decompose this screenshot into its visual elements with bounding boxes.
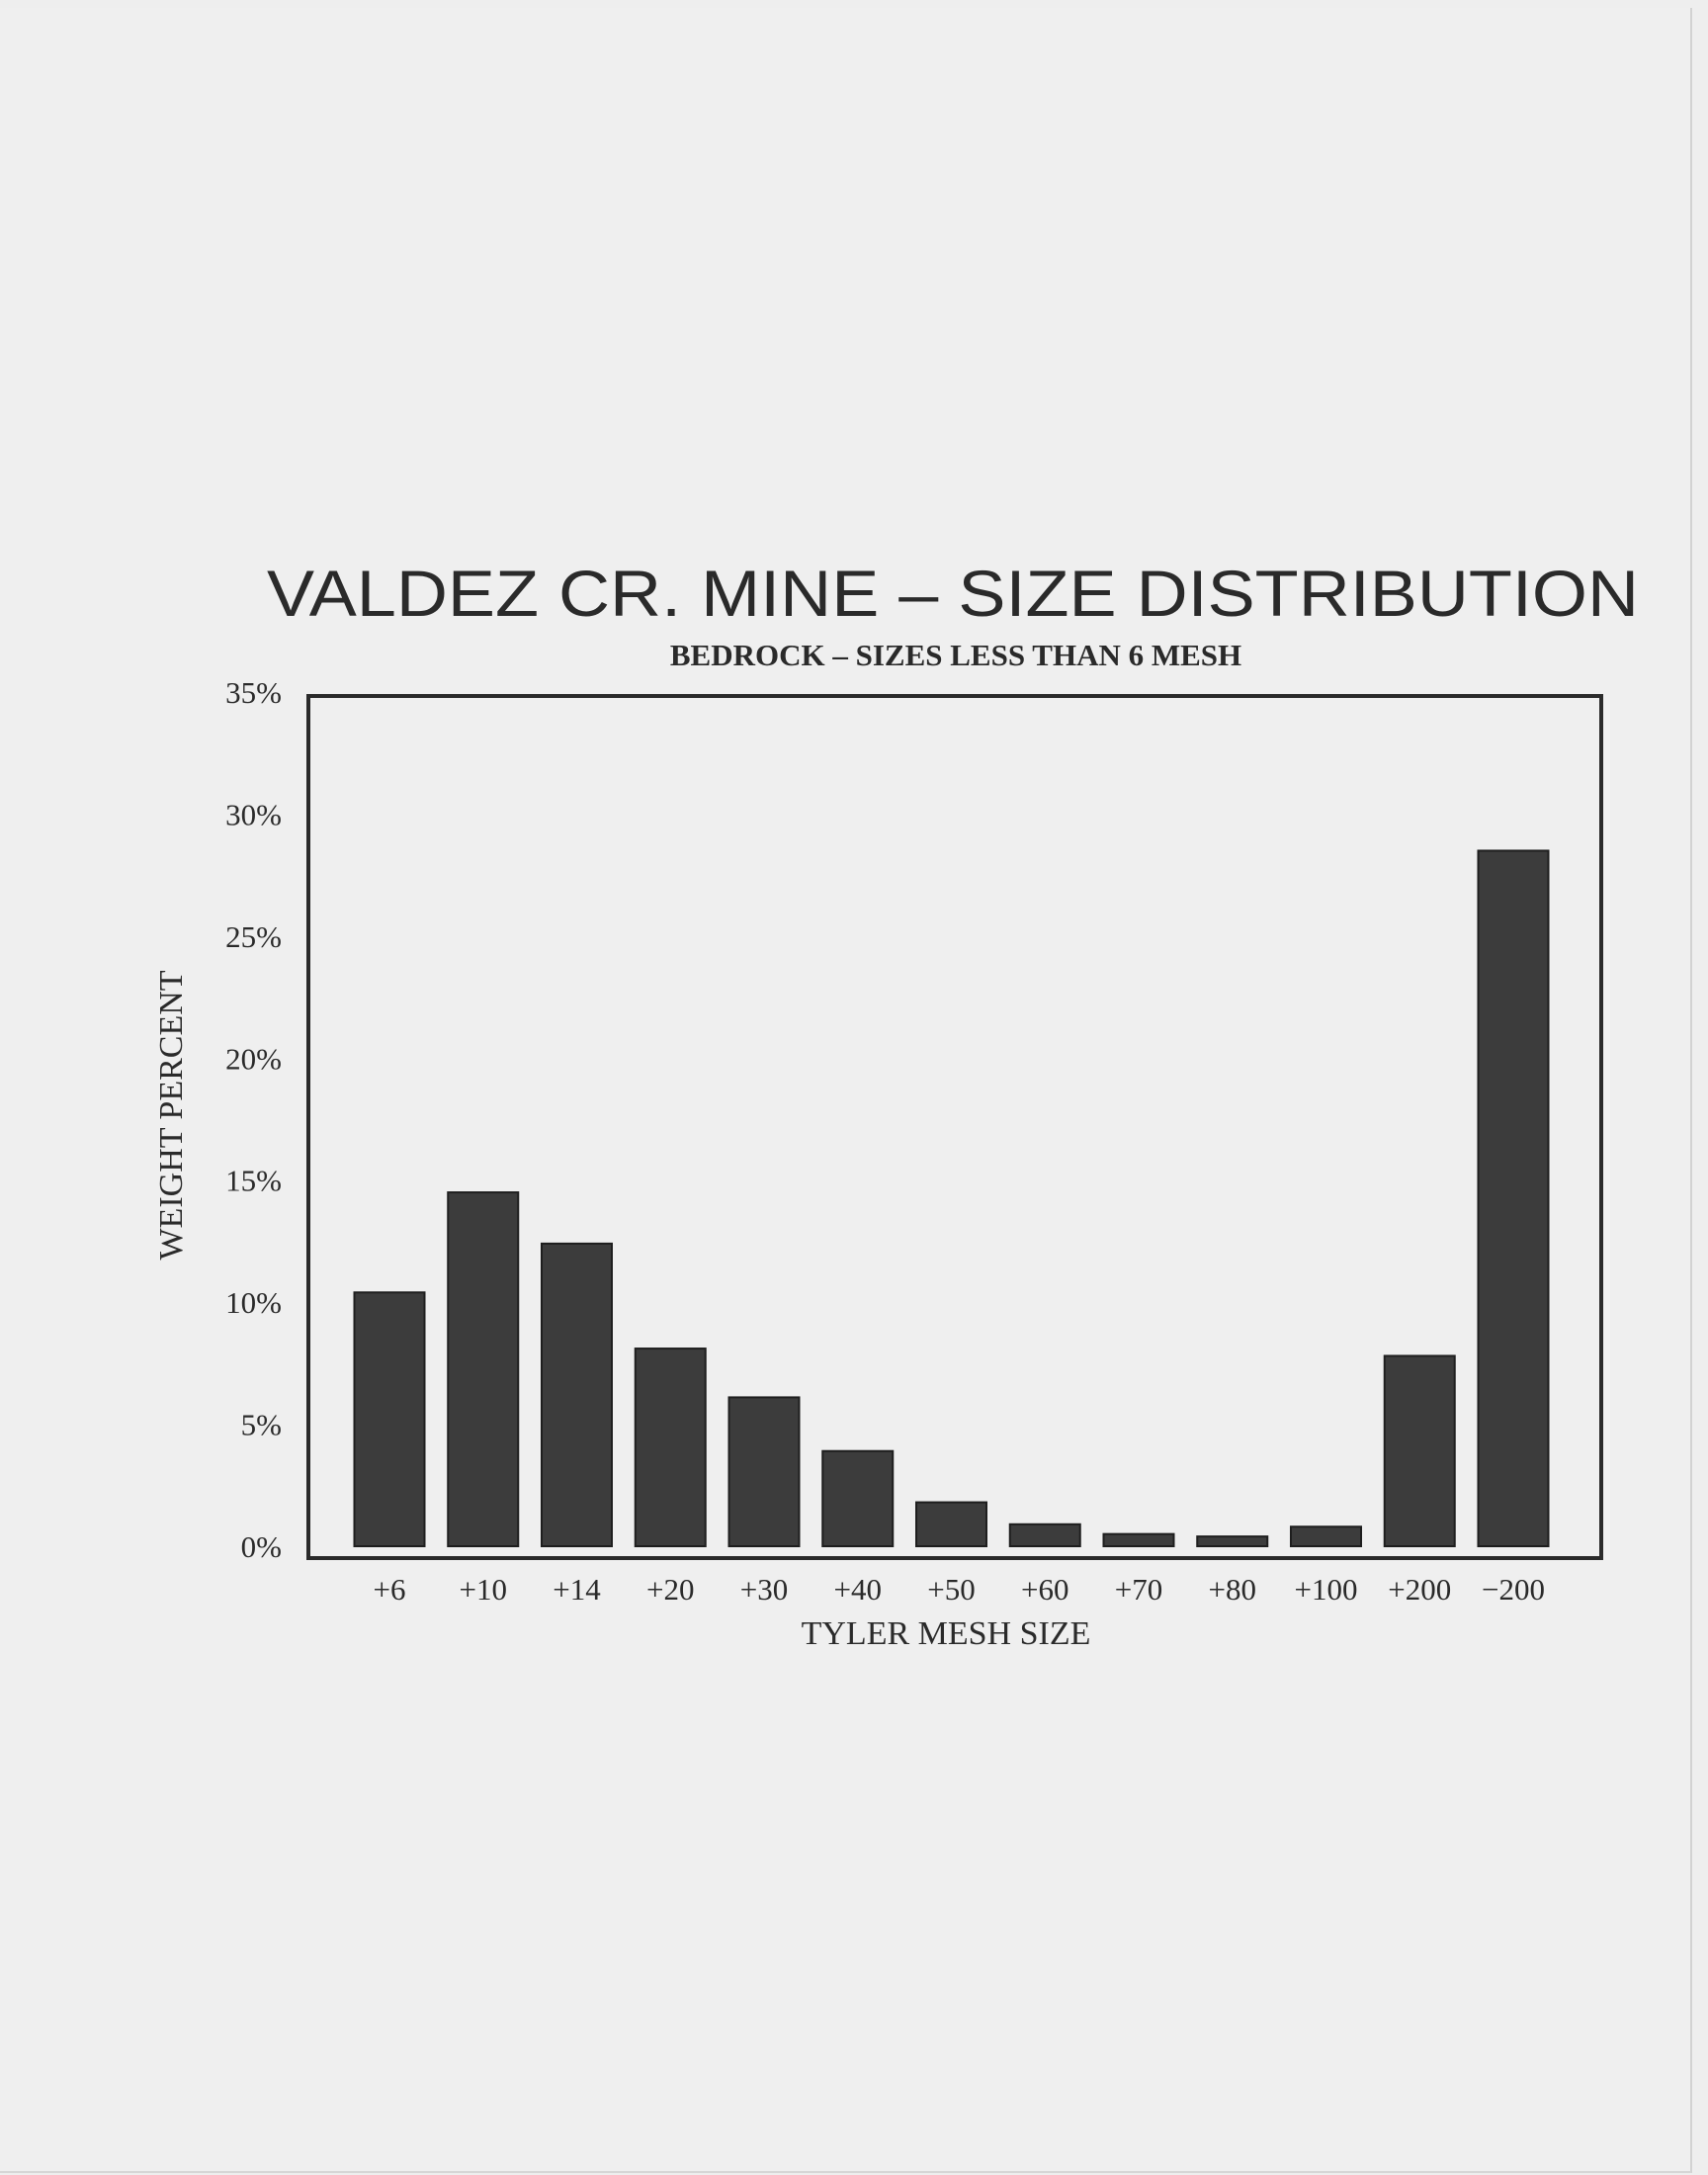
bar bbox=[1008, 1522, 1081, 1547]
x-tick-label: +30 bbox=[740, 1572, 788, 1607]
x-tick-label: +14 bbox=[553, 1572, 601, 1607]
x-tick-label: +10 bbox=[460, 1572, 507, 1607]
bar bbox=[915, 1501, 987, 1547]
x-tick-label: +100 bbox=[1295, 1572, 1358, 1607]
bars bbox=[353, 849, 1550, 1548]
bar bbox=[1196, 1535, 1269, 1548]
x-tick-label: +60 bbox=[1021, 1572, 1068, 1607]
y-tick-label: 25% bbox=[225, 919, 282, 954]
y-axis-label: WEIGHT PERCENT bbox=[153, 970, 190, 1260]
y-tick-label: 30% bbox=[225, 797, 282, 831]
bar bbox=[447, 1191, 520, 1547]
y-tick-label: 10% bbox=[225, 1285, 282, 1320]
plot-frame bbox=[306, 694, 1603, 1560]
bar bbox=[353, 1291, 426, 1547]
y-tick-label: 0% bbox=[241, 1529, 282, 1564]
y-tick-label: 20% bbox=[225, 1041, 282, 1076]
y-tick-label: 5% bbox=[241, 1408, 282, 1442]
y-tick-label: 35% bbox=[225, 675, 282, 710]
y-tick-label: 15% bbox=[225, 1164, 282, 1198]
bar bbox=[1290, 1525, 1362, 1548]
bar bbox=[634, 1348, 707, 1547]
bar bbox=[541, 1242, 613, 1547]
x-tick-label: +6 bbox=[374, 1572, 406, 1607]
paper-sheet bbox=[0, 8, 1692, 2173]
x-tick-label: +200 bbox=[1388, 1572, 1451, 1607]
x-axis-ticks: +6 +10 +14 +20 +30 +40 +50 +60 +70 +80 +100 +200 −20… bbox=[374, 1572, 1545, 1607]
x-tick-label: −200 bbox=[1482, 1572, 1545, 1607]
chart-subtitle: BEDROCK – SIZES LESS THAN 6 MESH bbox=[670, 638, 1241, 672]
x-axis-label: TYLER MESH SIZE bbox=[802, 1615, 1091, 1652]
bar bbox=[821, 1449, 895, 1547]
bar bbox=[727, 1396, 801, 1547]
x-tick-label: +70 bbox=[1115, 1572, 1162, 1607]
y-axis-ticks: 0% 5% 10% 15% 20% 25% 30% 35% bbox=[225, 675, 282, 1564]
chart-title: VALDEZ CR. MINE – SIZE DISTRIBUTION bbox=[267, 557, 1639, 630]
x-tick-label: +50 bbox=[927, 1572, 975, 1607]
bar bbox=[1477, 849, 1550, 1547]
bar bbox=[1383, 1354, 1456, 1547]
bar bbox=[1102, 1532, 1175, 1547]
x-tick-label: +20 bbox=[646, 1572, 694, 1607]
x-tick-label: +80 bbox=[1209, 1572, 1256, 1607]
x-tick-label: +40 bbox=[834, 1572, 882, 1607]
